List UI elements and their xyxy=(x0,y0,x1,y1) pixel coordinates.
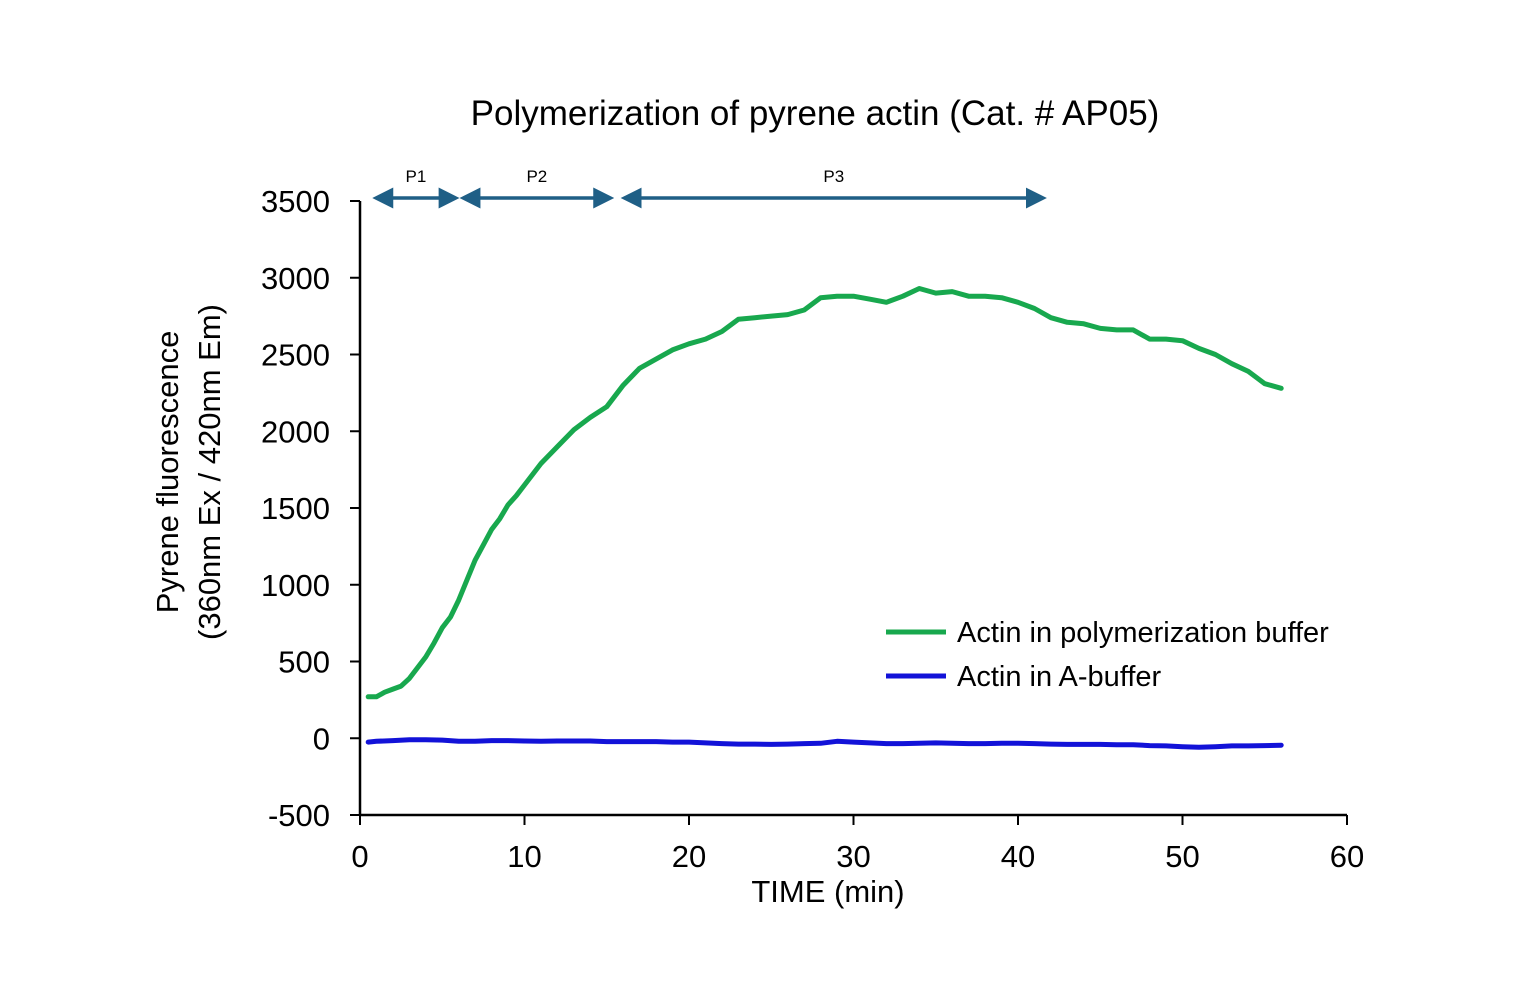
y-axis-title-line-1: Pyrene fluorescence xyxy=(150,331,185,614)
y-tick-label: -500 xyxy=(268,798,330,833)
y-axis-title: Pyrene fluorescence (360nm Ex / 420nm Em… xyxy=(150,304,227,640)
x-tick-label: 50 xyxy=(1165,839,1199,874)
y-axis-title-line-2: (360nm Ex / 420nm Em) xyxy=(192,304,227,640)
y-tick-label: 1000 xyxy=(261,568,330,603)
x-axis-title: TIME (min) xyxy=(751,874,904,909)
x-tick-label: 30 xyxy=(836,839,870,874)
legend-label-polymerization: Actin in polymerization buffer xyxy=(957,617,1329,649)
y-axis-ticks: -500 0 500 1000 1500 2000 2500 3000 3500 xyxy=(261,184,360,833)
y-tick-label: 2500 xyxy=(261,338,330,373)
y-tick-label: 0 xyxy=(313,721,330,756)
x-tick-label: 0 xyxy=(351,839,368,874)
x-axis-ticks: 0 10 20 30 40 50 60 xyxy=(351,815,1364,874)
legend: Actin in polymerization buffer Actin in … xyxy=(886,617,1329,693)
x-tick-label: 60 xyxy=(1330,839,1364,874)
phase-arrows: P1 P2 P3 xyxy=(372,167,1047,209)
series-line-a-buffer xyxy=(365,737,1284,750)
y-tick-label: 3000 xyxy=(261,261,330,296)
y-tick-label: 1500 xyxy=(261,491,330,526)
x-tick-label: 10 xyxy=(507,839,541,874)
legend-label-abuffer: Actin in A-buffer xyxy=(957,661,1162,693)
x-tick-label: 40 xyxy=(1001,839,1035,874)
phase-label-p3: P3 xyxy=(823,167,844,186)
y-tick-label: 500 xyxy=(278,645,330,680)
series-line-polymerization-buffer xyxy=(365,286,1284,700)
phase-label-p2: P2 xyxy=(526,167,547,186)
chart-title: Polymerization of pyrene actin (Cat. # A… xyxy=(471,94,1160,133)
y-tick-label: 2000 xyxy=(261,414,330,449)
x-tick-label: 20 xyxy=(672,839,706,874)
y-tick-label: 3500 xyxy=(261,184,330,219)
phase-label-p1: P1 xyxy=(406,167,427,186)
series-layer xyxy=(365,286,1284,750)
